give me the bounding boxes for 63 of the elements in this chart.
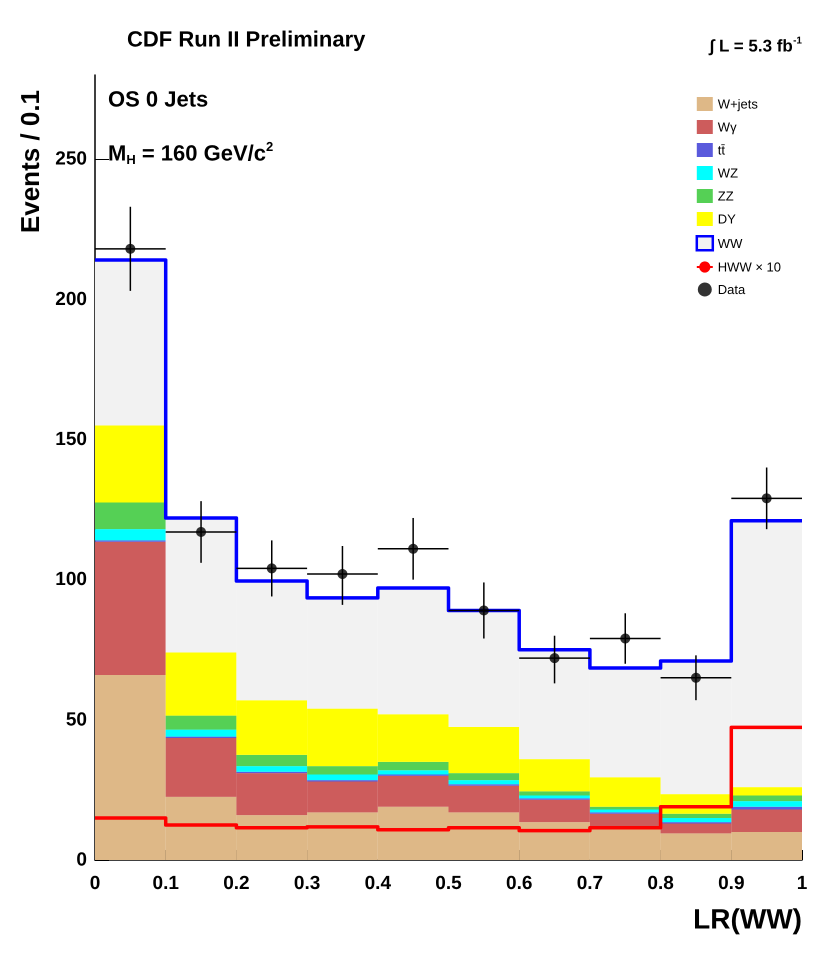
point (762, 493, 772, 504)
x-tick-label: 0.6 (506, 873, 532, 894)
bar (519, 791, 590, 796)
bar (95, 542, 166, 675)
x-tick-label: 0.1 (152, 873, 180, 894)
bar (95, 502, 166, 530)
bar (448, 780, 520, 784)
bar (731, 806, 802, 810)
x-tick-label: 0.8 (647, 873, 674, 894)
legend-label: tt̄ (718, 142, 726, 158)
point (408, 544, 418, 554)
bar (236, 754, 308, 766)
bar (307, 774, 378, 780)
bar (731, 801, 802, 807)
bar (731, 796, 802, 802)
bar (378, 770, 448, 774)
bar (166, 716, 236, 730)
y-tick-label: 50 (66, 709, 87, 730)
x-axis-title: LR(WW) (693, 904, 802, 934)
bar (660, 814, 732, 818)
point (196, 526, 206, 537)
legend-label: Wγ (718, 120, 738, 134)
y-tick-label: 150 (55, 428, 87, 450)
x-tick-label: 1 (796, 873, 808, 894)
legend-label: WW (718, 236, 744, 251)
point (620, 634, 630, 644)
y-tick-label: 0 (76, 850, 87, 870)
legend-label: Data (718, 282, 746, 297)
point (266, 563, 277, 574)
point (550, 653, 560, 664)
x-tick-label: 0 (90, 873, 100, 894)
y-tick-label: 250 (55, 148, 87, 170)
x-tick-label: 0.4 (364, 873, 392, 894)
x-tick-label: 0.9 (718, 873, 745, 894)
x-tick-label: 0.3 (294, 873, 320, 894)
bar (448, 773, 520, 780)
bar (95, 260, 166, 426)
point (478, 605, 489, 616)
chart-title: CDF Run II Preliminary (127, 26, 366, 52)
bar (95, 529, 166, 540)
x-tick-label: 0.7 (576, 873, 604, 894)
annotation: OS 0 Jets (108, 86, 208, 112)
x-tick-label: 0.5 (435, 873, 462, 894)
bar (95, 425, 166, 503)
legend-label: ZZ (718, 188, 734, 204)
point (690, 672, 701, 683)
y-axis-title: Events / 0.1 (15, 90, 45, 234)
legend-label: WZ (718, 166, 738, 180)
bar (236, 766, 308, 772)
y-tick-label: 200 (55, 288, 87, 310)
point (337, 569, 348, 580)
legend-label: W+jets (718, 96, 758, 112)
bar (660, 818, 732, 822)
legend-label: HWW × 10 (718, 260, 782, 274)
point (125, 244, 136, 254)
bar (519, 796, 590, 798)
bar (166, 730, 236, 737)
bar (590, 806, 661, 810)
y-tick-label: 100 (55, 569, 87, 590)
legend-label: DY (718, 212, 736, 226)
bar (731, 787, 802, 796)
bar (590, 810, 661, 812)
x-tick-label: 0.2 (223, 873, 250, 894)
